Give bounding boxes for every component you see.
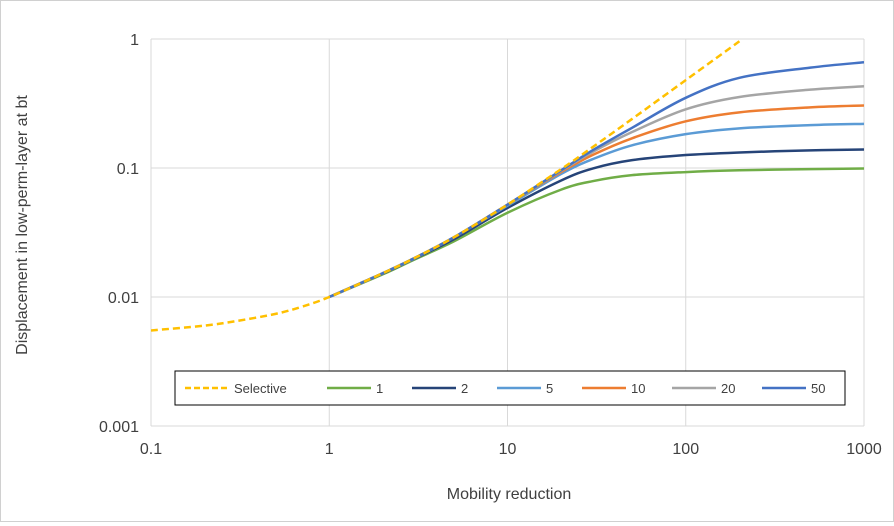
y-tick-label: 0.01 — [108, 290, 139, 307]
x-tick-label: 0.1 — [140, 441, 162, 458]
legend-item: 2 — [412, 381, 468, 396]
series-line-20 — [328, 85, 864, 299]
x-axis-title: Mobility reduction — [447, 486, 572, 503]
series-line-10 — [328, 104, 864, 299]
y-axis-title: Displacement in low-perm-layer at bt — [14, 95, 31, 355]
legend-label: Selective — [234, 381, 287, 396]
legend-label: 50 — [811, 381, 825, 396]
x-tick-label: 1 — [325, 441, 334, 458]
x-tick-label: 10 — [499, 441, 517, 458]
legend-label: 10 — [631, 381, 645, 396]
tick-labels: 0.1 1 10 100 1000 0.001 0.01 0.1 1 — [99, 32, 882, 458]
legend-items: Selective 1 2 5 10 20 50 — [185, 381, 825, 396]
series-line-2 — [328, 148, 864, 299]
x-tick-label: 100 — [672, 441, 699, 458]
grid — [150, 38, 865, 427]
legend: Selective 1 2 5 10 20 50 — [174, 370, 846, 406]
series-layer — [151, 40, 864, 332]
series-line-1 — [328, 167, 864, 299]
x-tick-label: 1000 — [846, 441, 882, 458]
legend-label: 5 — [546, 381, 553, 396]
legend-label: 2 — [461, 381, 468, 396]
legend-item: 1 — [327, 381, 383, 396]
legend-item: 50 — [762, 381, 825, 396]
legend-item: 5 — [497, 381, 553, 396]
y-tick-label: 0.001 — [99, 419, 139, 436]
legend-item: 20 — [672, 381, 735, 396]
legend-item: 10 — [582, 381, 645, 396]
legend-label: 20 — [721, 381, 735, 396]
y-tick-label: 0.1 — [117, 161, 139, 178]
series-line-selective — [151, 40, 741, 332]
y-tick-label: 1 — [130, 32, 139, 49]
legend-item: Selective — [185, 381, 287, 396]
legend-label: 1 — [376, 381, 383, 396]
series-line-50 — [328, 61, 864, 299]
